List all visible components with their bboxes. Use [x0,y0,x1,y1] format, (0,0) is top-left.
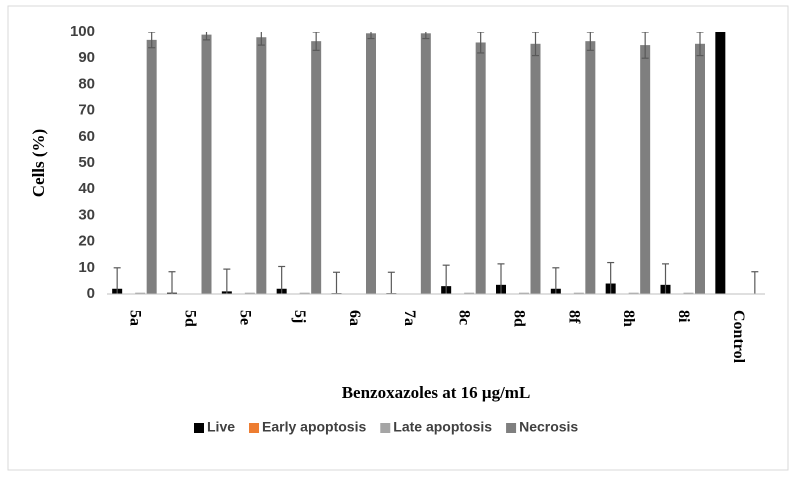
bar [715,32,726,294]
chart-border [7,5,789,471]
error-bar [641,32,649,59]
legend-label: Late apoptosis [393,419,492,435]
x-axis-title: Benzoxazoles at 16 μg/mL [342,383,531,402]
error-bar [333,271,340,294]
error-bar [387,271,395,294]
y-tick-label: 30 [78,206,95,223]
bar [519,292,529,294]
error-bar [751,271,759,294]
error-bar [552,267,560,294]
error-bar [422,32,430,40]
bar [585,41,596,294]
bar [420,33,431,294]
x-tick-label: 8d [511,310,528,327]
bar [530,43,541,294]
legend-label: Necrosis [519,419,578,435]
bar [146,39,157,294]
x-tick-label: 5j [291,310,308,323]
bar [695,43,705,294]
y-tick-label: 80 [78,75,95,92]
error-bar [223,268,231,294]
error-bar [586,32,594,51]
x-tick-label: 5d [182,310,199,327]
x-tick-label: 5e [236,310,253,325]
legend-label: Early apoptosis [262,419,366,435]
error-bar [203,32,210,41]
bar [299,292,310,294]
legend-swatch [506,423,517,433]
bar [201,34,212,294]
x-tick-label: 8f [565,310,582,324]
x-tick-label: 8i [675,310,692,323]
bar [640,45,651,294]
error-bar [312,32,320,51]
y-tick-label: 60 [78,128,95,145]
x-tick-label: 6a [346,310,363,326]
y-tick-label: 50 [78,154,95,171]
error-bar [442,264,450,294]
error-bar [113,267,121,294]
x-tick-label: 8h [620,310,637,327]
bar [683,292,694,294]
legend-swatch [249,423,260,433]
y-tick-label: 0 [87,285,95,302]
bar [573,292,584,294]
x-tick-label: Control [730,310,747,364]
x-tick-label: 5a [127,310,144,326]
y-tick-label: 100 [70,23,95,40]
legend-swatch [380,423,391,433]
y-tick-label: 10 [78,259,95,276]
error-bar [532,32,539,57]
bar [135,292,146,294]
error-bar [257,32,265,46]
error-bar [607,261,615,294]
y-tick-label: 70 [78,102,95,119]
error-bar [168,271,176,294]
plot-area [112,32,759,294]
x-tick-label: 8c [456,310,473,325]
error-bar [148,32,156,49]
y-tick-label: 90 [78,49,95,66]
bar [475,42,486,294]
bar [311,41,322,294]
bar [256,37,267,294]
error-bar [278,265,286,294]
bar [366,33,376,294]
error-bar [477,32,485,54]
x-tick-label: 7a [401,310,418,326]
error-bar [696,32,704,57]
error-bar [367,32,375,40]
y-axis-title: Cells (%) [29,129,48,197]
bar [464,292,475,294]
y-tick-label: 40 [78,180,95,197]
error-bar [497,263,505,294]
bar [244,292,255,294]
legend-swatch [194,423,204,433]
bar [628,292,639,294]
legend-label: Live [207,419,235,435]
y-tick-label: 20 [78,233,95,250]
error-bar [662,263,669,294]
